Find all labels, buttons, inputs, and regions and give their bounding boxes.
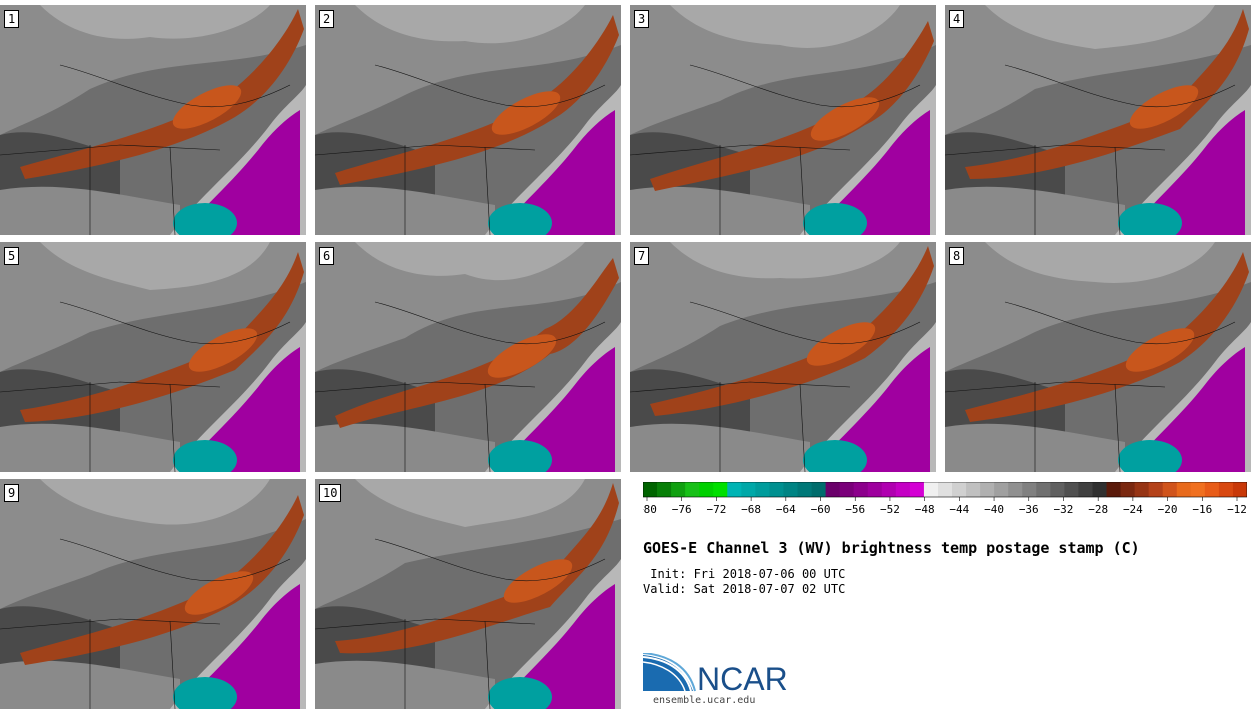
wv-imagery xyxy=(945,5,1251,235)
panel-6: 6 xyxy=(315,242,621,472)
colorbar: −80 −76 −72 −68 −64 −60 −56 −52 −48 −44 −40 −36 −32 −… xyxy=(643,482,1247,516)
panel-7: 7 xyxy=(630,242,936,472)
colorbar-segment xyxy=(769,482,784,497)
colorbar-tick-label: −32 xyxy=(1054,503,1074,516)
panel-number: 6 xyxy=(319,247,335,265)
wv-imagery xyxy=(315,5,621,235)
colorbar-segment xyxy=(713,482,728,497)
panel-number: 9 xyxy=(4,484,20,502)
colorbar-segment xyxy=(1050,482,1065,497)
colorbar-segment xyxy=(1022,482,1037,497)
colorbar-segment xyxy=(1148,482,1164,497)
valid-time: Valid: Sat 2018-07-07 02 UTC xyxy=(643,582,846,596)
panel-3: 3 xyxy=(630,5,936,235)
colorbar-segment xyxy=(994,482,1009,497)
colorbar-segment xyxy=(755,482,770,497)
panel-8: 8 xyxy=(945,242,1251,472)
colorbar-tick-label: −24 xyxy=(1123,503,1143,516)
wv-imagery xyxy=(945,242,1251,472)
colorbar-tick-label: −16 xyxy=(1192,503,1212,516)
init-time: Init: Fri 2018-07-06 00 UTC xyxy=(643,567,846,581)
panel-number: 10 xyxy=(319,484,342,502)
colorbar-tick-label: −48 xyxy=(915,503,935,516)
colorbar-segment xyxy=(1134,482,1150,497)
colorbar-segment xyxy=(643,482,658,497)
colorbar-tick-label: −52 xyxy=(880,503,900,516)
panel-5: 5 xyxy=(0,242,306,472)
colorbar-tick-label: −12 xyxy=(1227,503,1247,516)
colorbar-segment xyxy=(952,482,967,497)
colorbar-segment xyxy=(1064,482,1079,497)
colorbar-segment xyxy=(1078,482,1093,497)
colorbar-tick-label: −60 xyxy=(811,503,831,516)
colorbar-segment xyxy=(1218,482,1234,497)
colorbar-segment xyxy=(1008,482,1023,497)
colorbar-segment xyxy=(867,482,883,497)
colorbar-segment xyxy=(895,482,911,497)
website-url: ensemble.ucar.edu xyxy=(653,695,756,706)
wv-imagery xyxy=(0,479,306,709)
colorbar-tick-label: −56 xyxy=(845,503,865,516)
colorbar-segment xyxy=(1232,482,1247,497)
panel-number: 2 xyxy=(319,10,335,28)
colorbar-segment xyxy=(1204,482,1220,497)
colorbar-segment xyxy=(1176,482,1192,497)
colorbar-segment xyxy=(980,482,995,497)
colorbar-segment xyxy=(909,482,925,497)
panel-number: 8 xyxy=(949,247,965,265)
wv-imagery xyxy=(0,5,306,235)
wv-imagery xyxy=(315,242,621,472)
wv-imagery xyxy=(0,242,306,472)
colorbar-segment xyxy=(966,482,981,497)
colorbar-segment xyxy=(1190,482,1206,497)
chart-title: GOES-E Channel 3 (WV) brightness temp po… xyxy=(643,539,1140,557)
panel-number: 3 xyxy=(634,10,650,28)
colorbar-segment xyxy=(671,482,686,497)
colorbar-segment xyxy=(1162,482,1178,497)
colorbar-segment xyxy=(825,482,841,497)
panel-number: 1 xyxy=(4,10,20,28)
panel-9: 9 xyxy=(0,479,306,709)
colorbar-segment xyxy=(699,482,714,497)
wv-imagery xyxy=(630,242,936,472)
colorbar-tick-label: −80 xyxy=(643,503,657,516)
colorbar-tick-label: −64 xyxy=(776,503,796,516)
panel-10: 10 xyxy=(315,479,621,709)
panel-2: 2 xyxy=(315,5,621,235)
colorbar-segment xyxy=(1106,482,1121,497)
wv-imagery xyxy=(315,479,621,709)
colorbar-tick-label: −44 xyxy=(949,503,969,516)
ncar-logo: NCAR xyxy=(643,653,788,695)
colorbar-segment xyxy=(1120,482,1136,497)
colorbar-segment xyxy=(811,482,827,497)
colorbar-segment xyxy=(923,482,939,497)
colorbar-tick-label: −72 xyxy=(706,503,726,516)
colorbar-segment xyxy=(937,482,953,497)
colorbar-tick-label: −68 xyxy=(741,503,761,516)
wv-imagery xyxy=(630,5,936,235)
colorbar-segment xyxy=(1092,482,1107,497)
colorbar-tick-label: −20 xyxy=(1158,503,1178,516)
colorbar-segment xyxy=(741,482,756,497)
panel-1: 1 xyxy=(0,5,306,235)
panel-number: 5 xyxy=(4,247,20,265)
panel-number: 4 xyxy=(949,10,965,28)
colorbar-segment xyxy=(657,482,672,497)
colorbar-tick-label: −76 xyxy=(672,503,692,516)
colorbar-segment xyxy=(783,482,798,497)
panel-4: 4 xyxy=(945,5,1251,235)
colorbar-tick-label: −28 xyxy=(1088,503,1108,516)
colorbar-segment xyxy=(797,482,812,497)
colorbar-segment xyxy=(685,482,700,497)
logo-text: NCAR xyxy=(697,661,788,695)
colorbar-segment xyxy=(727,482,742,497)
colorbar-segment xyxy=(853,482,869,497)
colorbar-segment xyxy=(1036,482,1051,497)
panel-number: 7 xyxy=(634,247,650,265)
colorbar-tick-label: −40 xyxy=(984,503,1004,516)
colorbar-tick-label: −36 xyxy=(1019,503,1039,516)
colorbar-segment xyxy=(881,482,897,497)
colorbar-segment xyxy=(839,482,855,497)
